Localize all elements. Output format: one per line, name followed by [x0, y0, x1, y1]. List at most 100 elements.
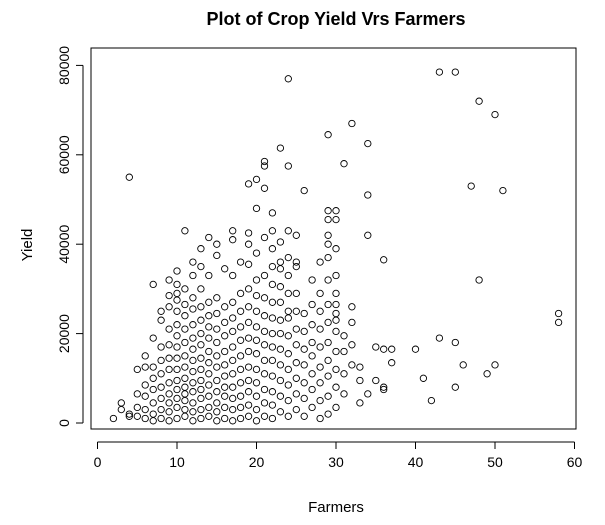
data-point [276, 329, 285, 338]
data-point [435, 68, 444, 76]
data-point [189, 399, 197, 407]
data-point [213, 240, 221, 248]
data-point [419, 374, 428, 382]
data-point [332, 271, 340, 280]
data-point [268, 262, 277, 271]
data-point [181, 374, 189, 382]
data-point [157, 394, 165, 403]
data-point [268, 245, 277, 253]
data-point [252, 175, 261, 184]
data-point [260, 184, 269, 192]
y-axis-label: Yield [19, 229, 36, 262]
data-point [260, 294, 269, 302]
data-point [300, 361, 308, 369]
data-point [276, 238, 285, 246]
data-point [117, 399, 125, 407]
data-point [292, 359, 300, 367]
data-point [165, 365, 173, 374]
data-point [173, 403, 181, 412]
data-point [491, 361, 499, 369]
data-point [197, 329, 205, 338]
data-point [260, 399, 269, 407]
chart-title: Plot of Crop Yield Vrs Farmers [206, 9, 465, 29]
data-point [205, 347, 213, 356]
data-point [292, 325, 300, 333]
data-point [300, 327, 308, 336]
data-point [157, 307, 165, 315]
data-point [165, 379, 173, 387]
data-point [260, 356, 269, 365]
data-point [284, 162, 292, 170]
data-point [205, 298, 213, 306]
data-point [157, 316, 165, 324]
data-point [451, 338, 459, 347]
data-point [348, 119, 356, 128]
data-point [197, 316, 205, 324]
data-point [284, 314, 292, 322]
data-point [141, 352, 149, 360]
data-point [189, 334, 197, 342]
data-point [197, 376, 205, 385]
data-point [380, 345, 388, 353]
data-point [451, 383, 459, 391]
data-point [324, 372, 332, 380]
data-point [268, 329, 277, 338]
data-point [308, 338, 316, 347]
data-point [197, 285, 205, 293]
y-tick-label: 0 [56, 419, 72, 427]
data-point [173, 343, 181, 351]
data-point [260, 271, 269, 280]
data-point [340, 370, 348, 378]
data-point [324, 356, 332, 365]
data-point [181, 390, 189, 398]
data-point [173, 296, 181, 304]
data-point [229, 271, 237, 280]
data-point [213, 376, 221, 385]
data-point [141, 405, 149, 414]
data-point [284, 227, 292, 235]
data-point [252, 323, 261, 331]
data-point [300, 345, 308, 353]
data-point [221, 383, 229, 391]
data-point [427, 396, 436, 405]
y-tick-label: 20000 [56, 314, 72, 353]
data-point [244, 334, 253, 342]
data-point [197, 354, 205, 362]
data-point [229, 370, 237, 378]
data-point [364, 390, 372, 398]
x-tick-label: 40 [408, 454, 424, 470]
data-point [205, 323, 213, 331]
data-point [181, 396, 189, 405]
data-point [244, 260, 253, 268]
data-point [221, 372, 229, 380]
data-point [316, 258, 324, 266]
data-point [260, 327, 269, 336]
data-point [467, 182, 475, 190]
data-point [213, 325, 221, 333]
data-point [189, 321, 197, 329]
data-point [244, 401, 253, 409]
data-point [189, 408, 197, 416]
data-point [189, 345, 197, 353]
data-point [157, 356, 165, 365]
data-point [173, 354, 181, 362]
data-point [141, 414, 149, 423]
data-point [173, 267, 181, 275]
data-point [213, 251, 221, 260]
x-tick-label: 20 [249, 454, 265, 470]
data-point [165, 399, 173, 407]
data-point [284, 253, 292, 262]
x-tick-label: 10 [169, 454, 185, 470]
data-point [173, 414, 181, 423]
data-point [252, 336, 261, 344]
data-point [308, 385, 316, 394]
data-point [284, 412, 292, 420]
data-point [324, 231, 332, 239]
data-point [133, 365, 141, 374]
data-point [197, 245, 205, 253]
data-point [324, 207, 332, 215]
data-point [229, 327, 237, 336]
data-point [324, 276, 332, 284]
data-point [236, 289, 245, 298]
